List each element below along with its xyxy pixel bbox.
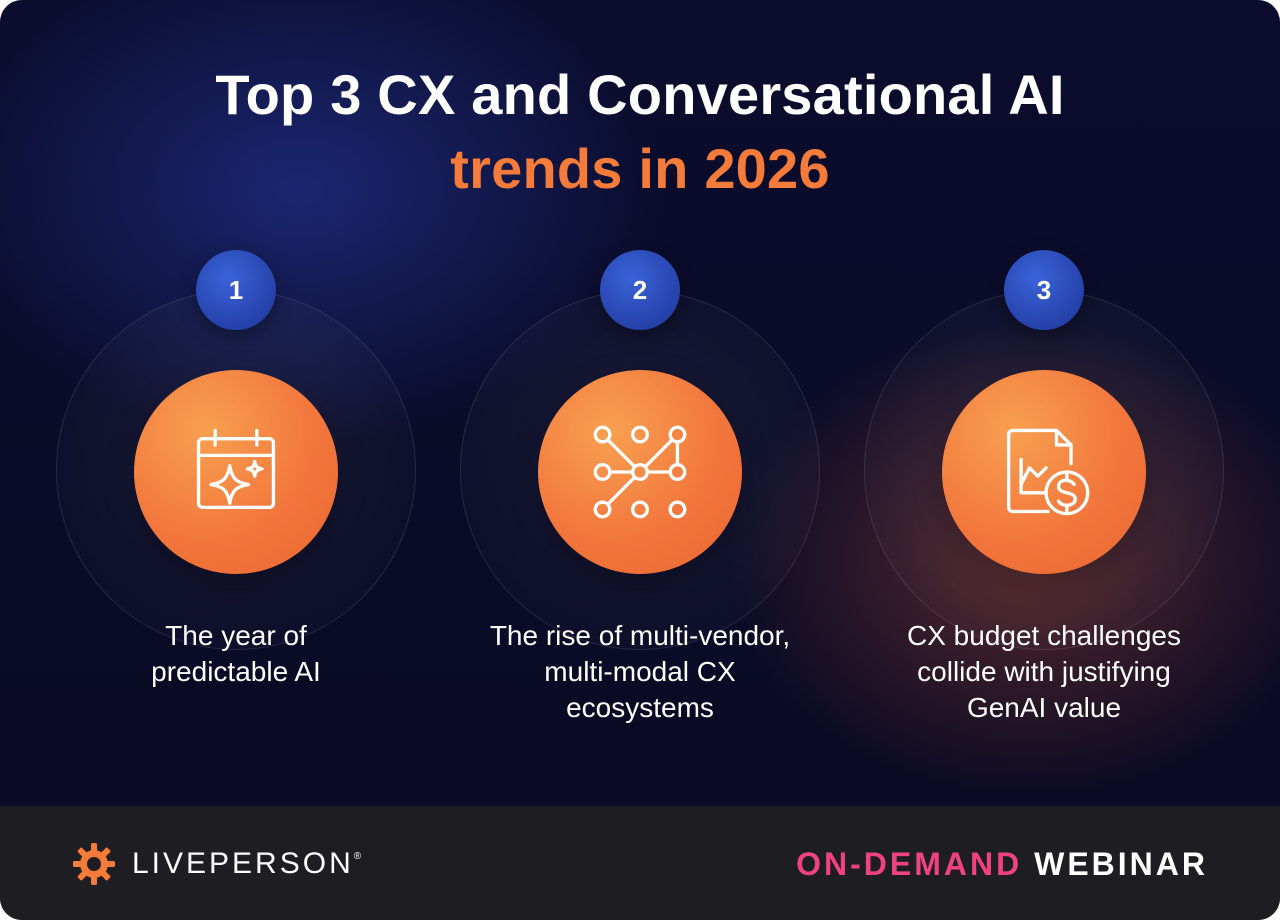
trend-number-badge: 1 (196, 250, 276, 330)
brand-logo: LIVEPERSON® (72, 842, 361, 886)
caption-line: multi-modal CX (544, 656, 736, 687)
page-title: Top 3 CX and Conversational AI trends in… (0, 58, 1280, 206)
chart-dollar-document-icon (1006, 428, 1090, 516)
calendar-sparkle-icon (196, 428, 276, 510)
trend-card-1: 1 The year of predictable AI (36, 250, 436, 750)
title-line-2: trends in 2026 (450, 137, 830, 200)
caption-line: The rise of multi-vendor, (489, 620, 791, 651)
trend-card-2: 2 The rise of multi-vendor, (440, 250, 840, 750)
gear-sun-logo-icon (73, 843, 115, 885)
caption-line: GenAI value (966, 692, 1122, 723)
caption-line: CX budget challenges (907, 620, 1181, 651)
caption-line: collide with justifying (917, 656, 1171, 687)
caption-line: predictable AI (151, 656, 321, 687)
trend-icon-circle (538, 370, 742, 574)
trend-caption: CX budget challenges collide with justif… (844, 618, 1244, 726)
registered-mark: ® (353, 851, 362, 862)
trend-caption: The rise of multi-vendor, multi-modal CX… (440, 618, 840, 726)
trend-icon-circle (134, 370, 338, 574)
webinar-tag: ON-DEMAND WEBINAR (796, 846, 1208, 883)
trend-caption: The year of predictable AI (36, 618, 436, 690)
footer-bar: LIVEPERSON® ON-DEMAND WEBINAR (0, 806, 1280, 920)
caption-line: The year of (165, 620, 307, 651)
webinar-tag-highlight: ON-DEMAND (796, 846, 1023, 882)
trend-icon-circle (942, 370, 1146, 574)
trend-number-badge: 3 (1004, 250, 1084, 330)
title-line-1: Top 3 CX and Conversational AI (215, 63, 1065, 126)
trend-number-badge: 2 (600, 250, 680, 330)
brand-wordmark: LIVEPERSON (132, 847, 354, 880)
brand-name: LIVEPERSON® (132, 847, 361, 881)
webinar-tag-label: WEBINAR (1034, 846, 1208, 882)
caption-line: ecosystems (566, 692, 714, 723)
trend-card-3: 3 CX budget challenges collide with just… (844, 250, 1244, 750)
network-nodes-icon (593, 425, 687, 519)
